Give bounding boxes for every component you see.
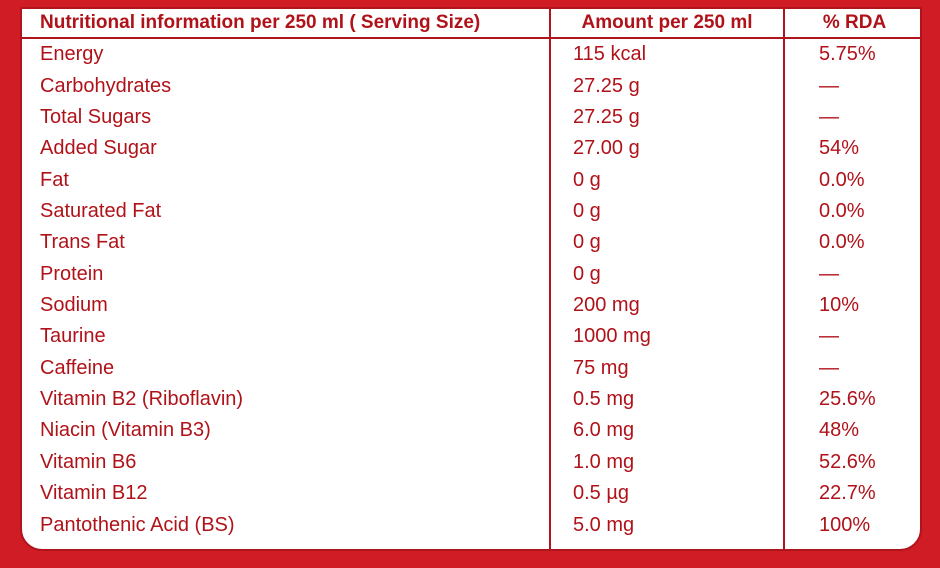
amount-cell: 1.0 mg	[549, 446, 784, 478]
rda-cell: 54%	[783, 133, 920, 165]
rda-cell: —	[783, 101, 920, 134]
rda-cell: 0.0%	[783, 164, 920, 196]
nutrient-name-cell: Trans Fat	[40, 231, 125, 254]
amount-cell: 0.5 mg	[549, 383, 784, 416]
amount-cell: 27.00 g	[549, 133, 784, 165]
nutrient-name-cell: Vitamin B12	[40, 482, 148, 505]
amount-cell: 0 g	[549, 258, 784, 290]
rda-cell: 5.75%	[783, 38, 920, 71]
table-row: Trans Fat 0 g 0.0%	[22, 227, 920, 259]
nutrition-table: Nutritional information per 250 ml ( Ser…	[22, 9, 920, 549]
table-row: Sodium 200 mg 10%	[22, 289, 920, 322]
table-row: Caffeine 75 mg —	[22, 352, 920, 384]
nutrient-name-cell: Pantothenic Acid (BS)	[40, 513, 235, 536]
nutrient-name-cell: Carbohydrates	[40, 74, 172, 97]
amount-cell: 0 g	[549, 227, 784, 259]
table-row: Energy 115 kcal 5.75%	[22, 38, 920, 71]
nutrition-label-panel: Nutritional information per 250 ml ( Ser…	[20, 7, 922, 551]
nutrient-name-cell: Caffeine	[40, 356, 115, 379]
table-row: Saturated Fat 0 g 0.0%	[22, 195, 920, 228]
rda-cell: 100%	[783, 509, 920, 549]
rda-cell: —	[783, 352, 920, 384]
table-row: Vitamin B12 0.5 µg 22.7%	[22, 477, 920, 510]
header-nutrient: Nutritional information per 250 ml ( Ser…	[22, 9, 550, 39]
rda-cell: 22.7%	[783, 477, 920, 510]
table-row: Added Sugar 27.00 g 54%	[22, 133, 920, 165]
table-row: Taurine 1000 mg —	[22, 321, 920, 353]
nutrient-name-cell: Vitamin B2 (Riboflavin)	[40, 388, 244, 410]
rda-cell: 10%	[783, 289, 920, 322]
nutrient-name-cell: Total Sugars	[40, 105, 152, 128]
rda-cell: 48%	[783, 415, 920, 447]
table-row: Total Sugars 27.25 g —	[22, 101, 920, 134]
rda-cell: 52.6%	[783, 446, 920, 478]
table-row: Carbohydrates 27.25 g —	[22, 70, 920, 102]
rda-cell: —	[783, 70, 920, 102]
table-row: Pantothenic Acid (BS) 5.0 mg 100%	[22, 509, 920, 549]
rda-cell: 0.0%	[783, 227, 920, 259]
table-header-row: Nutritional information per 250 ml ( Ser…	[22, 9, 920, 39]
table-row: Fat 0 g 0.0%	[22, 164, 920, 196]
table-row: Protein 0 g —	[22, 258, 920, 290]
amount-cell: 0 g	[549, 164, 784, 196]
nutrient-name-cell: Sodium	[40, 293, 108, 316]
table-row: Niacin (Vitamin B3) 6.0 mg 48%	[22, 415, 920, 447]
nutrient-name-cell: Niacin (Vitamin B3)	[40, 419, 211, 442]
amount-cell: 6.0 mg	[549, 415, 784, 447]
nutrient-name-cell: Added Sugar	[40, 137, 157, 160]
rda-cell: 25.6%	[783, 383, 920, 416]
nutrient-name-cell: Fat	[40, 168, 69, 191]
nutrient-name-cell: Saturated Fat	[40, 199, 162, 222]
nutrient-name-cell: Vitamin B6	[40, 450, 137, 473]
amount-cell: 1000 mg	[549, 321, 784, 353]
nutrient-name-cell: Protein	[40, 262, 104, 285]
amount-cell: 27.25 g	[549, 70, 784, 102]
amount-cell: 0.5 µg	[549, 477, 784, 510]
header-rda: % RDA	[783, 9, 920, 39]
amount-cell: 27.25 g	[549, 101, 784, 134]
rda-cell: 0.0%	[783, 195, 920, 228]
amount-cell: 200 mg	[549, 289, 784, 322]
nutrient-name-cell: Energy	[40, 43, 104, 66]
amount-cell: 0 g	[549, 195, 784, 228]
amount-cell: 115 kcal	[549, 38, 784, 71]
rda-cell: —	[783, 258, 920, 290]
amount-cell: 75 mg	[549, 352, 784, 384]
amount-cell: 5.0 mg	[549, 509, 784, 549]
nutrient-name-cell: Taurine	[40, 325, 106, 348]
table-row: Vitamin B2 (Riboflavin) 0.5 mg 25.6%	[22, 383, 920, 416]
rda-cell: —	[783, 321, 920, 353]
header-amount: Amount per 250 ml	[549, 9, 784, 39]
table-body: Energy 115 kcal 5.75% Carbohydrates 27.25 g —…	[22, 38, 920, 549]
table-row: Vitamin B6 1.0 mg 52.6%	[22, 446, 920, 478]
